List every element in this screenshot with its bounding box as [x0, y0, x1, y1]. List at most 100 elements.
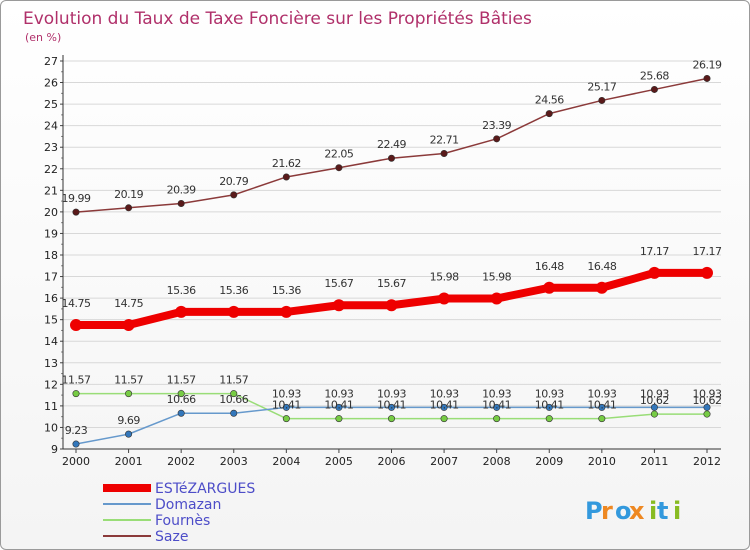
legend-label-saze: Saze	[155, 529, 188, 545]
data-label-domazan-2009: 10.93	[535, 387, 564, 400]
chart-subtitle: (en %)	[25, 31, 61, 44]
x-tick-label-2009: 2009	[535, 455, 563, 468]
data-label-saze-2006: 22.49	[377, 138, 406, 151]
point-fourns-2004	[282, 415, 290, 423]
x-tick-label-2004: 2004	[272, 455, 300, 468]
data-label-saze-2012: 26.19	[693, 58, 722, 71]
data-label-fourns-2003: 11.57	[219, 374, 248, 387]
data-label-estzargues-2007: 15.98	[430, 271, 459, 284]
data-label-domazan-2006: 10.93	[377, 387, 406, 400]
point-domazan-2006	[387, 403, 395, 411]
point-domazan-2007	[440, 403, 448, 411]
point-fourns-2011	[650, 410, 658, 418]
data-label-domazan-2002: 10.66	[167, 393, 196, 406]
point-saze-2010	[598, 96, 606, 104]
data-label-fourns-2008: 10.41	[482, 399, 511, 412]
x-tick-label-2011: 2011	[640, 455, 668, 468]
data-label-saze-2011: 25.68	[640, 69, 669, 82]
x-tick-label-2000: 2000	[62, 455, 90, 468]
point-fourns-2012	[703, 410, 711, 418]
point-estzargues-2008	[490, 292, 503, 305]
data-label-layer: 19.99 20.19 20.39 20.79 21.62 22.05 22.49 22.71…	[62, 58, 723, 437]
x-tick-label-2005: 2005	[325, 455, 353, 468]
point-fourns-2001	[125, 390, 133, 398]
y-tick-label-14: 14	[44, 335, 58, 348]
data-label-fourns-2005: 10.41	[324, 399, 353, 412]
x-tick-label-2006: 2006	[378, 455, 406, 468]
proxiti-logo: Pr ox i t i	[585, 497, 681, 525]
legend-label-estzargues: ESTéZARGUES	[155, 481, 255, 497]
data-label-fourns-2004: 10.41	[272, 399, 301, 412]
point-domazan-2008	[493, 403, 501, 411]
data-label-estzargues-2003: 15.36	[219, 284, 248, 297]
y-tick-label-18: 18	[44, 249, 58, 262]
point-saze-2004	[282, 173, 290, 181]
point-estzargues-2005	[332, 299, 345, 312]
y-tick-label-22: 22	[44, 163, 58, 176]
data-label-saze-2010: 25.17	[587, 80, 616, 93]
y-tick-label-15: 15	[44, 314, 58, 327]
legend-label-domazan: Domazan	[155, 497, 221, 513]
data-label-saze-2003: 20.79	[219, 175, 248, 188]
point-saze-2008	[493, 135, 501, 143]
point-fourns-2010	[598, 415, 606, 423]
logo-letter: t	[657, 497, 668, 525]
data-label-estzargues-2002: 15.36	[167, 284, 196, 297]
y-tick-label-24: 24	[44, 120, 58, 133]
point-estzargues-2012	[701, 266, 713, 279]
point-saze-2001	[125, 204, 133, 212]
point-estzargues-2010	[595, 281, 608, 294]
data-label-saze-2002: 20.39	[167, 183, 196, 196]
data-label-saze-2005: 22.05	[324, 148, 353, 161]
data-label-domazan-2012: 10.93	[693, 387, 722, 400]
x-tick-label-2001: 2001	[115, 455, 143, 468]
point-estzargues-2011	[648, 266, 661, 279]
point-fourns-2008	[493, 415, 501, 423]
y-tick-label-20: 20	[44, 206, 58, 219]
data-label-fourns-2010: 10.41	[587, 399, 616, 412]
data-label-domazan-2003: 10.66	[219, 393, 248, 406]
data-label-estzargues-2009: 16.48	[535, 260, 564, 273]
point-domazan-2003	[230, 409, 238, 417]
data-label-saze-2009: 24.56	[535, 94, 564, 107]
point-fourns-2002	[177, 390, 185, 398]
point-estzargues-2003	[227, 305, 240, 318]
y-tick-label-12: 12	[44, 378, 58, 391]
logo-letter: o	[615, 497, 632, 525]
point-estzargues-2000	[70, 319, 82, 332]
point-saze-2005	[335, 164, 343, 172]
x-tick-label-2007: 2007	[430, 455, 458, 468]
x-tick-label-2010: 2010	[588, 455, 616, 468]
data-label-estzargues-2000: 14.75	[62, 297, 91, 310]
logo-letter: r	[601, 497, 613, 525]
y-tick-label-16: 16	[44, 292, 58, 305]
data-label-domazan-2005: 10.93	[324, 387, 353, 400]
data-label-estzargues-2005: 15.67	[324, 277, 353, 290]
y-tick-label-17: 17	[44, 271, 58, 284]
point-domazan-2009	[545, 403, 553, 411]
point-domazan-2010	[598, 403, 606, 411]
point-domazan-2001	[125, 430, 133, 438]
point-fourns-2003	[230, 390, 238, 398]
data-label-saze-2000: 19.99	[62, 192, 91, 205]
y-tick-label-23: 23	[44, 141, 58, 154]
y-tick-label-26: 26	[44, 77, 58, 90]
data-label-estzargues-2004: 15.36	[272, 284, 301, 297]
data-label-domazan-2004: 10.93	[272, 387, 301, 400]
data-label-fourns-2011: 10.62	[640, 394, 669, 407]
point-saze-2006	[387, 154, 395, 162]
point-saze-2012	[703, 74, 711, 82]
y-tick-label-9: 9	[51, 443, 58, 456]
point-estzargues-2001	[122, 319, 135, 332]
axis-layer: 9 10 11 12 13 14 15 16 17 18 19 20 21 22 23 24 25 26 27 200…	[44, 55, 721, 468]
y-tick-label-25: 25	[44, 98, 58, 111]
point-domazan-2011	[650, 403, 658, 411]
y-tick-label-11: 11	[44, 400, 58, 413]
point-domazan-2012	[703, 403, 711, 411]
logo-letter: i	[673, 497, 681, 525]
data-label-saze-2001: 20.19	[114, 188, 143, 201]
point-estzargues-2009	[543, 281, 556, 294]
